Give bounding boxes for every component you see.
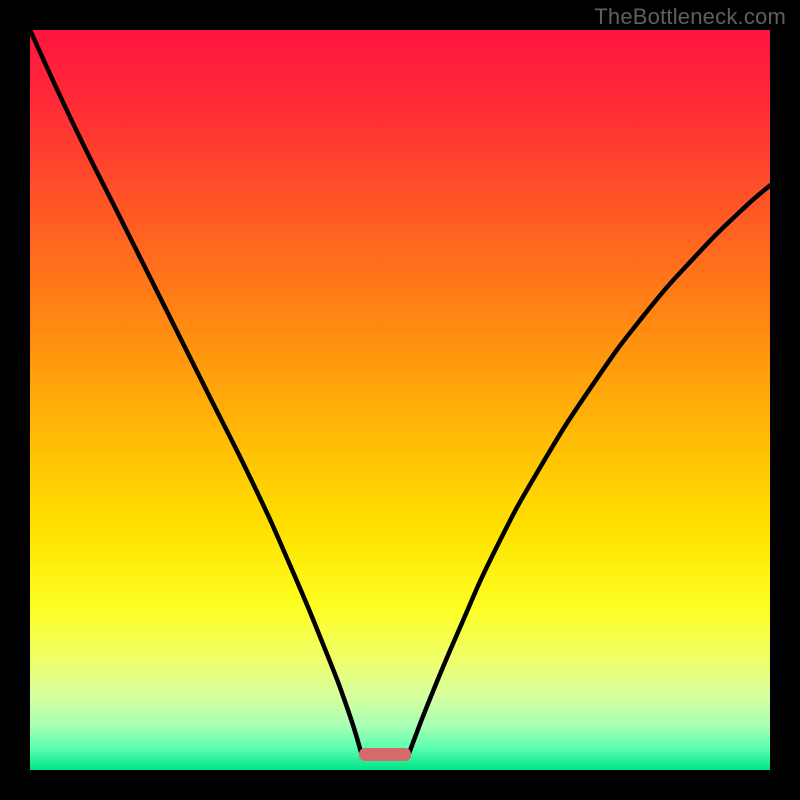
bottom-marker	[359, 748, 411, 761]
watermark-text: TheBottleneck.com	[594, 4, 786, 30]
curves-layer	[30, 30, 770, 770]
left-curve	[30, 30, 362, 754]
plot-area	[30, 30, 770, 770]
right-curve	[409, 185, 770, 753]
